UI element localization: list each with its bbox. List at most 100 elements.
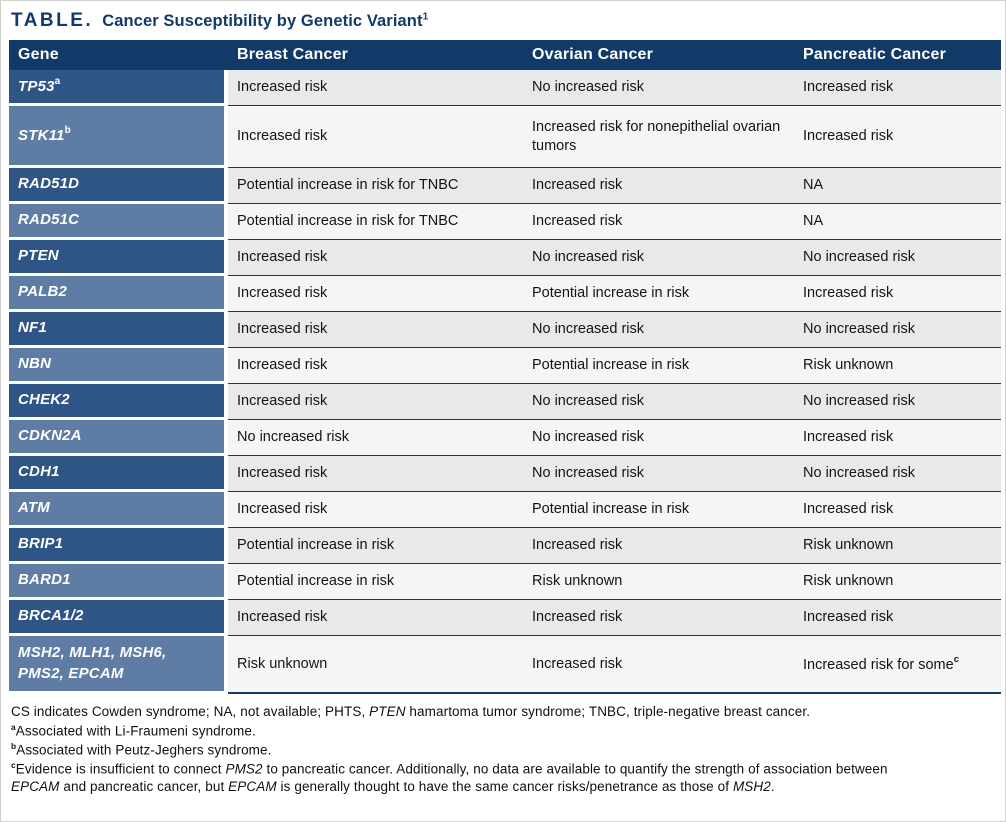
table-label: TABLE. (11, 10, 94, 31)
table-row: STK11b Increased risk Increased risk for n… (9, 106, 1001, 168)
table-row: CDH1 Increased risk No increased risk No in… (9, 456, 1001, 492)
pancreatic-risk-cell: Risk unknown (794, 348, 1001, 384)
ovarian-risk-cell: No increased risk (523, 70, 794, 106)
title-footnote-ref: 1 (422, 11, 429, 23)
breast-risk-cell: Increased risk (228, 70, 523, 106)
footnote-ref: c (953, 653, 959, 665)
pancreatic-risk-cell: Increased risk (794, 276, 1001, 312)
gene-cell: BARD1 (9, 564, 228, 600)
table-caption-text: Cancer Susceptibility by Genetic Variant (102, 12, 423, 30)
footnote-marker: b (11, 740, 17, 751)
table-row: CDKN2A No increased risk No increased risk… (9, 420, 1001, 456)
column-header-breast: Breast Cancer (228, 40, 523, 70)
footnote-text: CS indicates Cowden syndrome; NA, not av… (11, 704, 370, 719)
gene-name-italic: PMS2 (225, 761, 263, 777)
footnote-line: CS indicates Cowden syndrome; NA, not av… (11, 703, 911, 721)
table-row: PALB2 Increased risk Potential increase in… (9, 276, 1001, 312)
gene-cell: TP53a (9, 70, 228, 106)
gene-cell: STK11b (9, 106, 228, 168)
ovarian-risk-cell: Potential increase in risk (523, 492, 794, 528)
breast-risk-cell: Increased risk (228, 492, 523, 528)
gene-cell: ATM (9, 492, 228, 528)
ovarian-risk-cell: Increased risk (523, 204, 794, 240)
pancreatic-risk-cell: Increased risk (794, 492, 1001, 528)
breast-risk-cell: Potential increase in risk (228, 564, 523, 600)
footnote-line: aAssociated with Li-Fraumeni syndrome. (11, 722, 911, 740)
pancreatic-risk-cell: Risk unknown (794, 528, 1001, 564)
column-header-pancreatic: Pancreatic Cancer (794, 40, 1001, 70)
pancreatic-risk-cell: Increased risk (794, 70, 1001, 106)
table-caption: Cancer Susceptibility by Genetic Variant… (102, 11, 429, 31)
pancreatic-risk-cell: NA (794, 168, 1001, 204)
footnote-line: bAssociated with Peutz-Jeghers syndrome. (11, 741, 911, 759)
table-row: RAD51D Potential increase in risk for TNB… (9, 168, 1001, 204)
gene-cell: PALB2 (9, 276, 228, 312)
pancreatic-risk-cell: Risk unknown (794, 564, 1001, 600)
header-row: Gene Breast Cancer Ovarian Cancer Pancreati… (9, 40, 1001, 70)
table-title: TABLE. Cancer Susceptibility by Genetic V… (9, 6, 1000, 40)
pancreatic-risk-cell: No increased risk (794, 312, 1001, 348)
ovarian-risk-cell: Risk unknown (523, 564, 794, 600)
breast-risk-cell: Increased risk (228, 276, 523, 312)
ovarian-risk-cell: Potential increase in risk (523, 348, 794, 384)
table-row: ATM Increased risk Potential increase in r… (9, 492, 1001, 528)
table-row: CHEK2 Increased risk No increased risk No i… (9, 384, 1001, 420)
breast-risk-cell: Increased risk (228, 240, 523, 276)
gene-cell: RAD51C (9, 204, 228, 240)
column-header-ovarian: Ovarian Cancer (523, 40, 794, 70)
pancreatic-risk-cell: No increased risk (794, 240, 1001, 276)
footnote-ref: b (64, 124, 71, 136)
footnote-text: Evidence is insufficient to connect (15, 761, 226, 777)
ovarian-risk-cell: Increased risk (523, 168, 794, 204)
footnote-line: cEvidence is insufficient to connect PMS… (11, 760, 911, 796)
footnote-text: Associated with Peutz-Jeghers syndrome. (16, 742, 272, 758)
gene-name-italic: EPCAM (228, 778, 277, 794)
breast-risk-cell: Potential increase in risk for TNBC (228, 168, 523, 204)
breast-risk-cell: Increased risk (228, 106, 523, 168)
table-row: NBN Increased risk Potential increase in r… (9, 348, 1001, 384)
breast-risk-cell: Potential increase in risk for TNBC (228, 204, 523, 240)
cancer-susceptibility-table: Gene Breast Cancer Ovarian Cancer Pancreati… (9, 40, 1001, 694)
footnote-ref: a (54, 75, 61, 87)
ovarian-risk-cell: Increased risk (523, 600, 794, 636)
ovarian-risk-cell: Increased risk (523, 528, 794, 564)
pancreatic-risk-cell: Increased risk (794, 600, 1001, 636)
footnote-text: to pancreatic cancer. Additionally, no d… (262, 761, 888, 777)
table-row: PTEN Increased risk No increased risk No in… (9, 240, 1001, 276)
ovarian-risk-cell: No increased risk (523, 384, 794, 420)
pancreatic-risk-cell: Increased risk (794, 420, 1001, 456)
pancreatic-risk-cell: No increased risk (794, 384, 1001, 420)
table-row: RAD51C Potential increase in risk for TNB… (9, 204, 1001, 240)
ovarian-risk-cell: Increased risk for nonepithelial ovarian… (523, 106, 794, 168)
table-row: BRCA1/2 Increased risk Increased risk Incre… (9, 600, 1001, 636)
pancreatic-risk-cell: NA (794, 204, 1001, 240)
gene-cell: NF1 (9, 312, 228, 348)
breast-risk-cell: No increased risk (228, 420, 523, 456)
gene-cell: CHEK2 (9, 384, 228, 420)
table-row: MSH2, MLH1, MSH6, PMS2, EPCAM Risk unknow… (9, 636, 1001, 694)
breast-risk-cell: Increased risk (228, 312, 523, 348)
column-header-gene: Gene (9, 40, 228, 70)
ovarian-risk-cell: No increased risk (523, 420, 794, 456)
footnote-text: hamartoma tumor syndrome; TNBC, triple-n… (405, 704, 811, 719)
table-row: NF1 Increased risk No increased risk No inc… (9, 312, 1001, 348)
footnote-text: and pancreatic cancer, but (59, 778, 229, 794)
table-row: BARD1 Potential increase in risk Risk unkn… (9, 564, 1001, 600)
footnotes: CS indicates Cowden syndrome; NA, not av… (9, 703, 911, 795)
gene-cell: BRCA1/2 (9, 600, 228, 636)
ovarian-risk-cell: No increased risk (523, 240, 794, 276)
gene-cell: CDKN2A (9, 420, 228, 456)
ovarian-risk-cell: Potential increase in risk (523, 276, 794, 312)
footnote-text: Associated with Li-Fraumeni syndrome. (15, 723, 256, 739)
gene-cell: BRIP1 (9, 528, 228, 564)
ovarian-risk-cell: No increased risk (523, 456, 794, 492)
footnote-text: . (770, 778, 775, 794)
pancreatic-risk-cell: Increased risk (794, 106, 1001, 168)
table-row: TP53a Increased risk No increased risk Incr… (9, 70, 1001, 106)
gene-cell: RAD51D (9, 168, 228, 204)
pancreatic-risk-cell: No increased risk (794, 456, 1001, 492)
breast-risk-cell: Risk unknown (228, 636, 523, 694)
table-row: BRIP1 Potential increase in risk Increased… (9, 528, 1001, 564)
breast-risk-cell: Increased risk (228, 348, 523, 384)
